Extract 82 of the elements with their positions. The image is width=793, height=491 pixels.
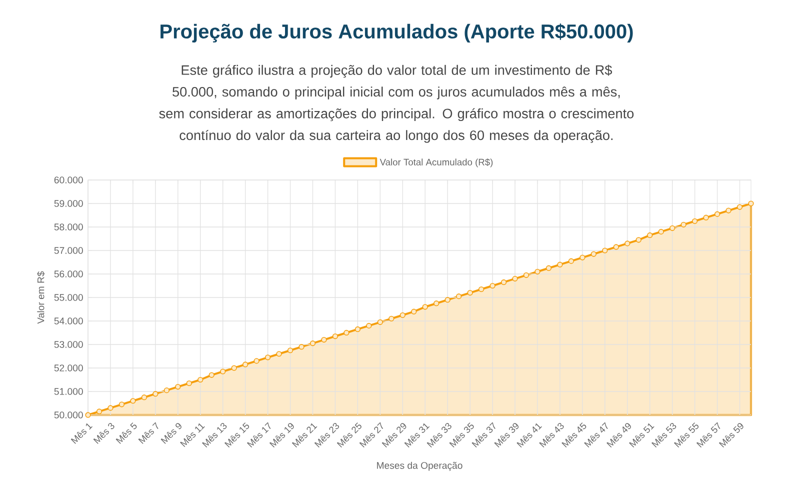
point xyxy=(208,372,214,378)
y-tick-label: 51.000 xyxy=(54,388,83,395)
y-tick-label: 60.000 xyxy=(54,176,83,184)
point xyxy=(85,412,91,418)
point xyxy=(456,294,462,300)
y-tick-label: 56.000 xyxy=(54,270,83,278)
point xyxy=(130,398,136,404)
point xyxy=(534,268,540,274)
point xyxy=(220,368,226,374)
point xyxy=(444,297,450,303)
point xyxy=(726,208,732,214)
point xyxy=(354,326,360,332)
point xyxy=(478,286,484,292)
point xyxy=(500,279,507,286)
point xyxy=(186,380,192,386)
point xyxy=(557,262,563,268)
point xyxy=(400,312,406,318)
point xyxy=(523,272,530,278)
point xyxy=(332,333,338,340)
y-tick-label: 53.000 xyxy=(54,341,83,348)
point xyxy=(636,237,642,243)
point xyxy=(377,319,383,325)
point xyxy=(590,251,596,257)
point xyxy=(692,218,698,224)
point xyxy=(152,391,158,397)
y-tick-label: 52.000 xyxy=(54,364,83,372)
point xyxy=(580,254,586,260)
point xyxy=(680,222,686,228)
point xyxy=(490,282,496,289)
point xyxy=(344,330,350,336)
point xyxy=(310,340,316,346)
point xyxy=(546,265,552,271)
chart-title: Projeção de Juros Acumulados (Aporte R$50.000) xyxy=(160,23,633,42)
point xyxy=(748,200,754,206)
x-tick-label: Mês 7 xyxy=(138,422,158,444)
point xyxy=(96,408,102,414)
point xyxy=(254,358,260,364)
y-axis-title: Valor em R$ xyxy=(37,271,45,324)
y-tick-label: 59.000 xyxy=(54,200,83,207)
point xyxy=(164,388,170,394)
x-tick-label: Mês 3 xyxy=(93,422,114,444)
point xyxy=(714,211,720,217)
point xyxy=(670,225,676,231)
point xyxy=(321,336,327,343)
y-tick-label: 54.000 xyxy=(54,318,83,324)
point xyxy=(422,304,428,310)
point xyxy=(287,348,294,354)
x-tick-label: Mês 1 xyxy=(70,423,92,444)
point xyxy=(276,351,282,357)
point xyxy=(242,362,248,368)
point xyxy=(298,344,304,350)
point xyxy=(198,376,204,383)
y-tick-label: 55.000 xyxy=(54,294,83,301)
point xyxy=(388,316,394,322)
point xyxy=(512,276,518,282)
point xyxy=(703,214,709,220)
point xyxy=(108,405,114,411)
point xyxy=(647,232,653,238)
point xyxy=(411,308,417,314)
point xyxy=(658,228,664,234)
chart-subtitle: Este gráfico ilustra a projeção do valor total de um investimento de R$ 50.000, somando o principal inicial com os juros acumulados mês a mês, sem considerar as amortizações do principal. O gráfico mostra o crescimento contínuo do valor da sua carteira ao longo dos 60 meses da operação. xyxy=(159,64,634,143)
x-axis-title: Meses da Operação xyxy=(377,462,462,471)
point xyxy=(434,300,440,306)
point xyxy=(265,354,271,360)
point xyxy=(175,384,181,390)
point xyxy=(118,402,125,408)
y-tick-label: 58.000 xyxy=(54,224,83,230)
point xyxy=(624,240,630,246)
x-tick-label: Mês 5 xyxy=(116,422,137,444)
x-tick-label: Mês 9 xyxy=(160,423,182,444)
point xyxy=(613,244,619,250)
point xyxy=(568,258,574,264)
point xyxy=(467,290,473,296)
point xyxy=(736,204,743,210)
point xyxy=(231,365,237,371)
legend-label: Valor Total Acumulado (R$) xyxy=(380,158,493,168)
point xyxy=(141,394,147,400)
y-tick-label: 50.000 xyxy=(54,412,83,418)
point xyxy=(602,248,608,254)
y-tick-label: 57.000 xyxy=(54,247,83,254)
point xyxy=(366,322,372,328)
x-tick-label: Mês 59 xyxy=(718,423,744,448)
